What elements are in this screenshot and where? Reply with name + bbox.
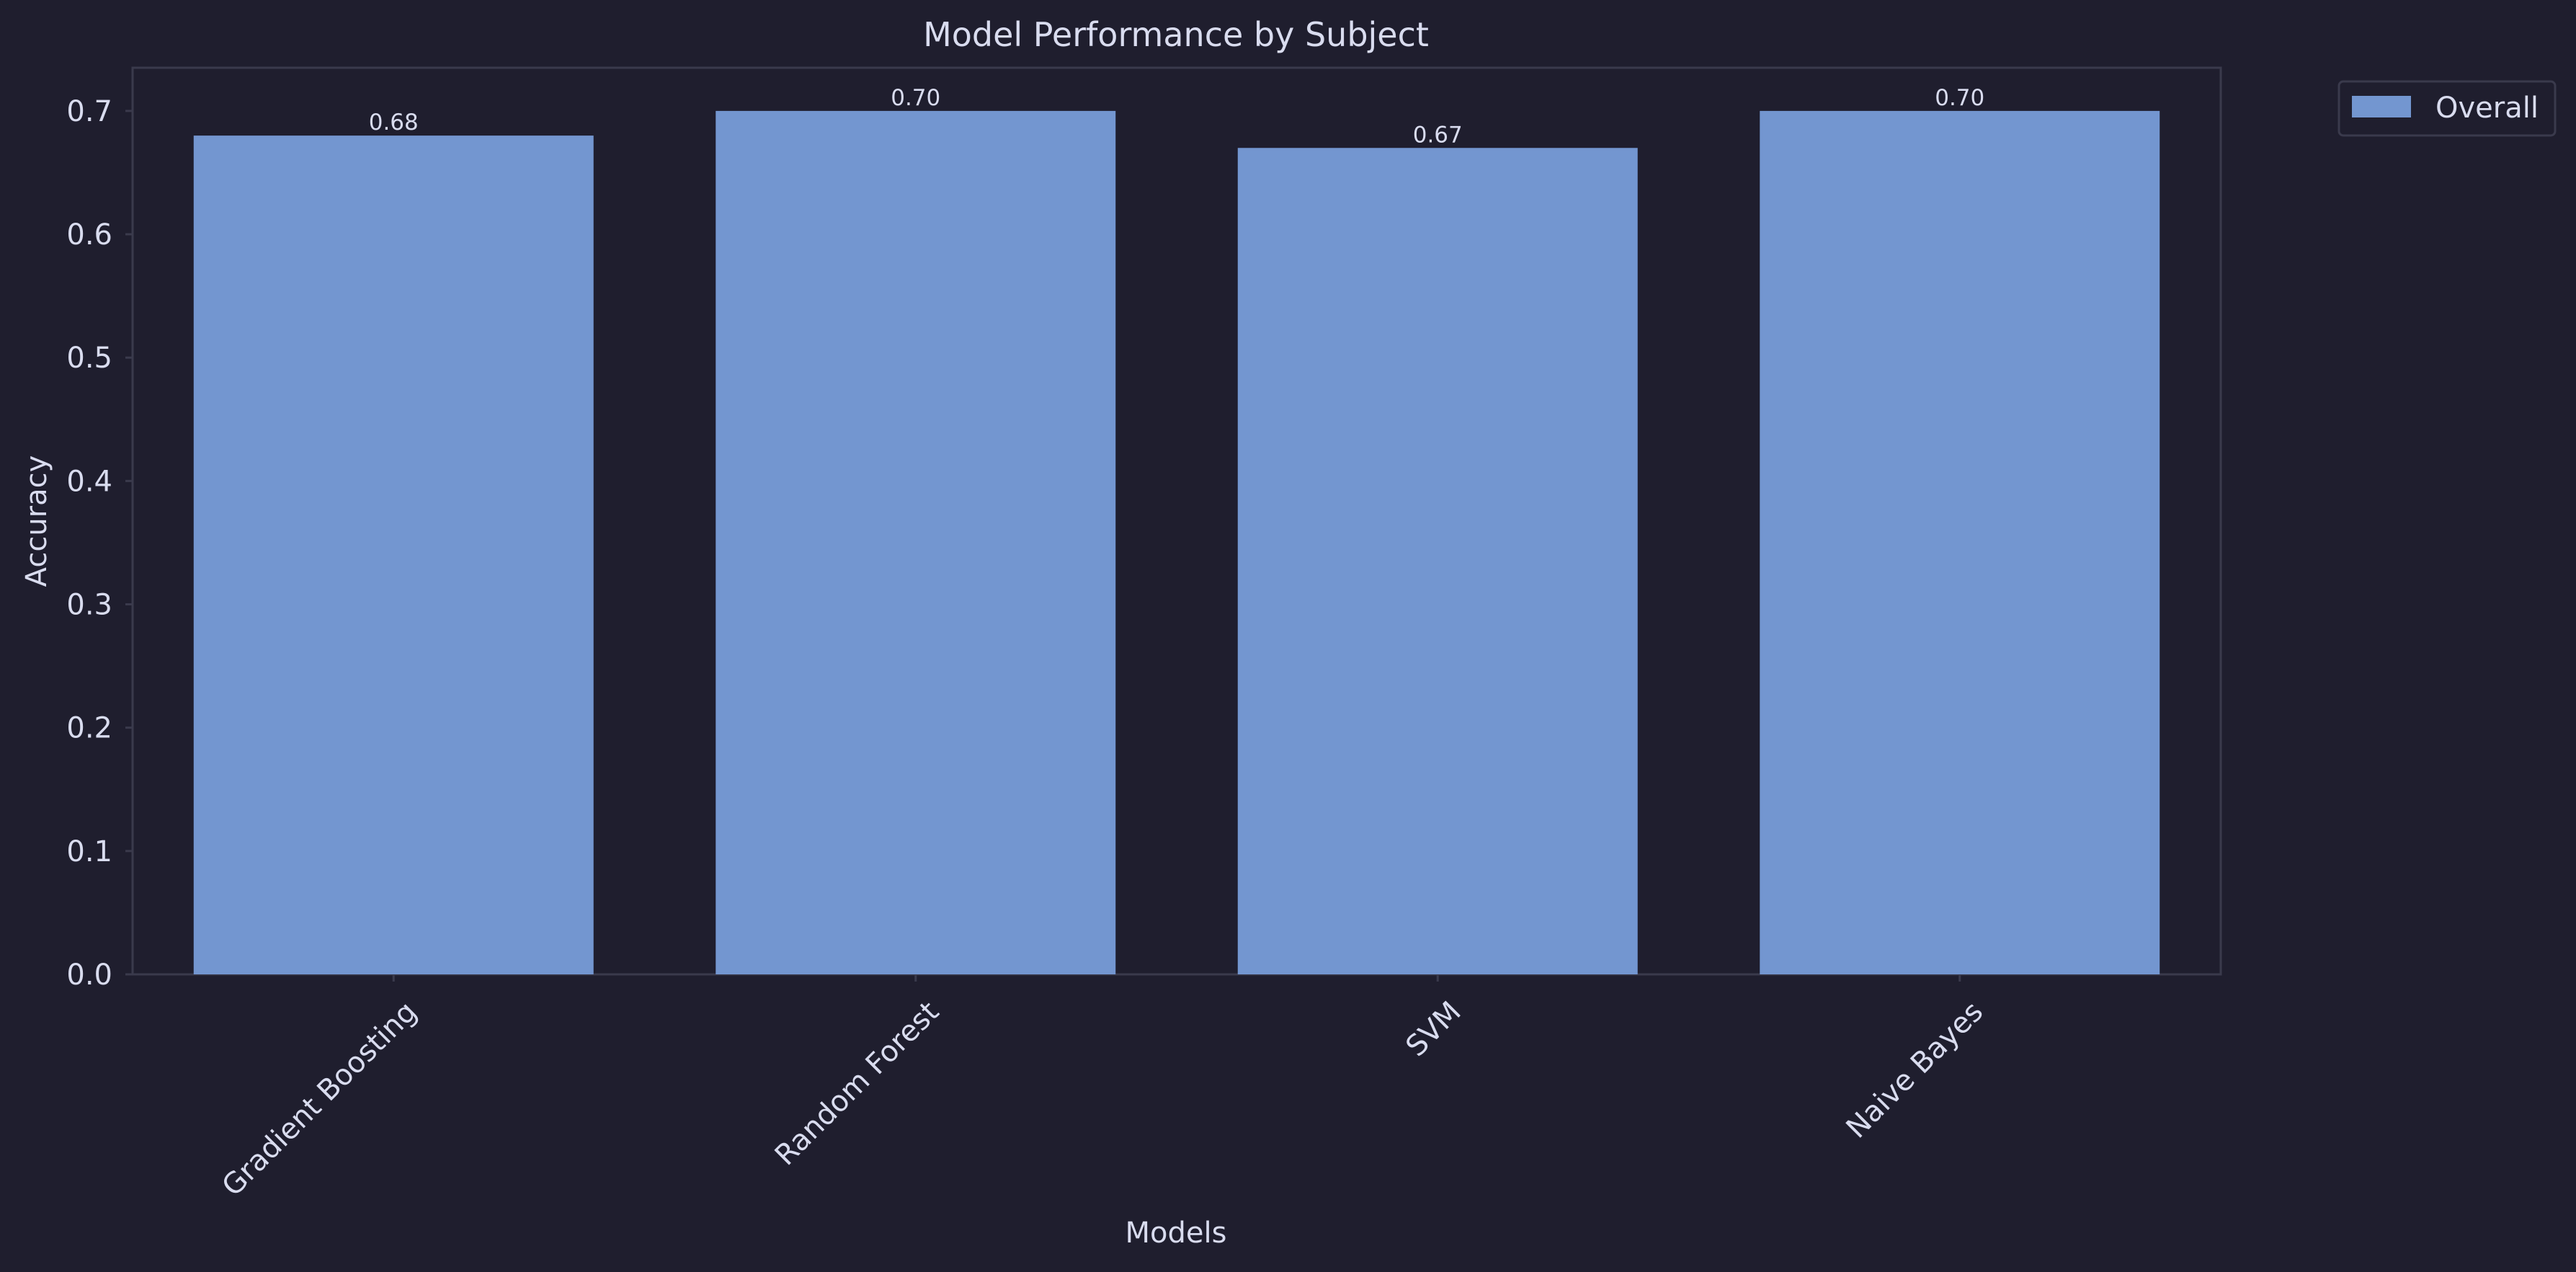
bar-value-label: 0.70	[891, 85, 940, 111]
y-tick-label: 0.3	[66, 589, 112, 622]
bar-random-forest	[716, 110, 1116, 974]
bar-value-label: 0.68	[369, 110, 419, 135]
y-tick-label: 0.2	[66, 712, 112, 745]
y-tick-label: 0.7	[66, 95, 112, 128]
x-tick-label: Naive Bayes	[1840, 995, 1990, 1145]
y-tick-label: 0.1	[66, 835, 112, 868]
y-axis-title: Accuracy	[20, 455, 53, 587]
x-tick-label: SVM	[1399, 995, 1467, 1063]
y-tick-label: 0.5	[66, 342, 112, 375]
bar-naive-bayes	[1760, 110, 2160, 974]
bar-value-label: 0.70	[1935, 85, 1984, 111]
y-tick-label: 0.4	[66, 465, 112, 498]
x-axis-title: Models	[1126, 1217, 1227, 1250]
bar-value-label: 0.67	[1413, 122, 1463, 148]
legend-swatch-overall	[2352, 96, 2411, 117]
bar-svm	[1237, 148, 1638, 974]
x-tick-label: Gradient Boosting	[215, 995, 423, 1203]
legend-frame	[2337, 80, 2557, 137]
plot-frame	[131, 66, 2222, 976]
y-tick-label: 0.0	[66, 959, 112, 992]
legend: Overall	[2337, 80, 2557, 137]
y-tick-label: 0.6	[66, 218, 112, 252]
legend-label-overall: Overall	[2435, 92, 2539, 125]
x-tick-label: Random Forest	[769, 995, 945, 1172]
chart-title: Model Performance by Subject	[923, 15, 1429, 54]
bar-gradient-boosting	[193, 135, 594, 975]
